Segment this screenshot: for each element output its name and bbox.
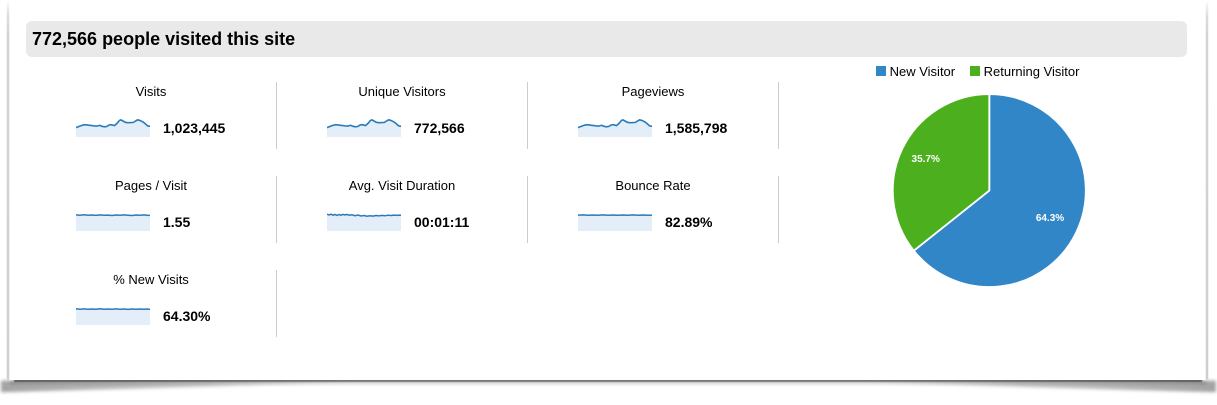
- svg-text:35.7%: 35.7%: [911, 154, 939, 165]
- svg-text:64.3%: 64.3%: [1036, 213, 1064, 224]
